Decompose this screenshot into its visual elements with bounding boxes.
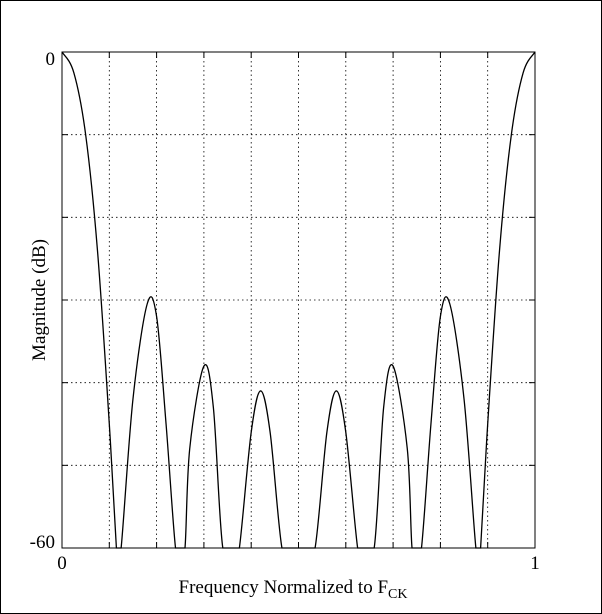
x-axis-label: Frequency Normalized to FCK — [179, 577, 408, 602]
y-axis-label: Magnitude (dB) — [29, 239, 50, 361]
x-axis-label-main: Frequency Normalized to F — [179, 577, 388, 598]
x-tick-label-left: 0 — [57, 553, 67, 574]
axis-ticks — [62, 52, 535, 548]
grid — [62, 52, 535, 548]
magnitude-response-line — [61, 51, 536, 549]
x-axis-label-subscript: CK — [388, 587, 407, 602]
y-tick-label-top: 0 — [46, 49, 56, 70]
x-tick-label-right: 1 — [530, 553, 540, 574]
y-tick-label-bottom: -60 — [30, 532, 55, 553]
